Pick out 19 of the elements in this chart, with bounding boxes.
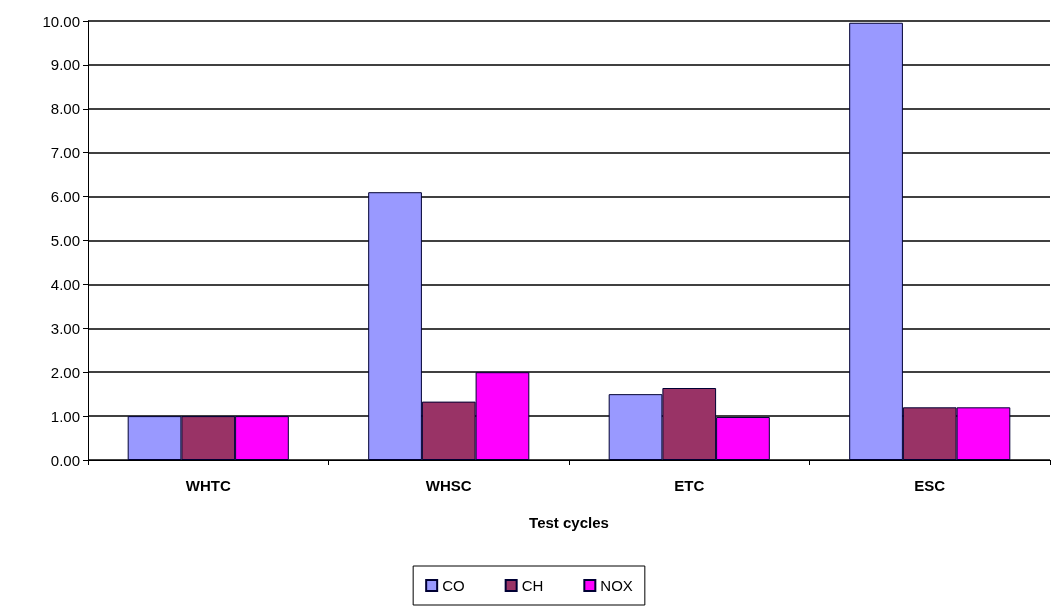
y-tick-label: 3.00 bbox=[50, 319, 80, 337]
x-tick-label: ESC bbox=[914, 477, 946, 494]
y-tick-label: 6.00 bbox=[50, 188, 80, 206]
x-axis-title: Test cycles bbox=[529, 514, 609, 531]
y-tick-label: 7.00 bbox=[50, 144, 80, 162]
legend-label: NOX bbox=[600, 577, 633, 594]
x-tick-label: WHSC bbox=[425, 477, 472, 494]
y-tick-label: 9.00 bbox=[50, 56, 80, 74]
y-tick-label: 0.00 bbox=[50, 451, 80, 469]
y-tick-label: 1.00 bbox=[50, 407, 80, 425]
y-tick-label: 2.00 bbox=[50, 363, 80, 381]
x-tick-label: ETC bbox=[674, 477, 705, 494]
x-tick-label: WHTC bbox=[185, 477, 231, 494]
legend-label: CO bbox=[442, 577, 465, 594]
legend-label: CH bbox=[521, 577, 544, 594]
y-tick-label: 8.00 bbox=[50, 100, 80, 118]
y-tick-label: 10.00 bbox=[42, 12, 80, 30]
y-tick-label: 5.00 bbox=[50, 232, 80, 249]
y-tick-label: 4.00 bbox=[50, 275, 80, 293]
